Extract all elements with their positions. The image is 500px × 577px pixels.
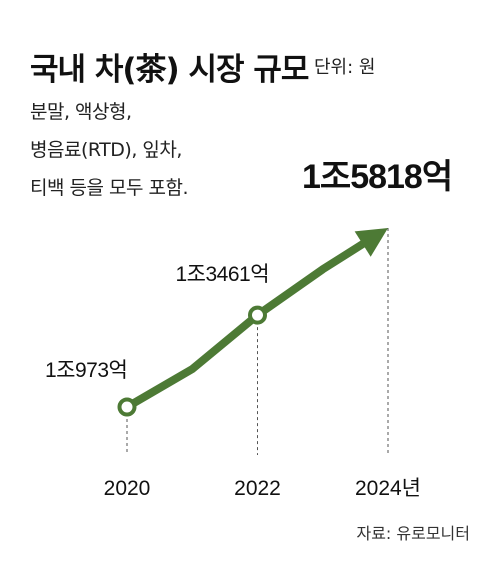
x-tick-label-2024: 2024년 <box>355 477 421 500</box>
note-line-3: 티백 등을 모두 포함. <box>30 177 189 199</box>
markers-group <box>117 228 388 417</box>
data-label-2022: 1조3461억 <box>176 263 270 286</box>
unit-label: 단위: 원 <box>314 57 376 78</box>
data-labels-group: 1조973억 1조3461억 1조5818억 <box>45 158 453 382</box>
data-label-2024: 1조5818억 <box>302 158 452 196</box>
data-label-2020: 1조973억 <box>45 359 127 382</box>
point-marker-2020 <box>117 397 137 417</box>
arrowhead-icon <box>354 228 388 257</box>
source-note: 자료: 유로모니터 <box>356 524 470 543</box>
point-marker-2022 <box>248 305 267 325</box>
x-tick-labels-group: 2020 2022 2024년 <box>104 477 421 500</box>
x-tick-label-2020: 2020 <box>104 477 151 500</box>
note-line-1: 분말, 액상형, <box>30 101 132 123</box>
x-tick-label-2022: 2022 <box>234 477 281 500</box>
note-line-2: 병음료(RTD), 잎차, <box>30 139 182 161</box>
guide-lines <box>126 228 389 455</box>
chart-title: 국내 차(茶) 시장 규모 <box>30 52 309 88</box>
